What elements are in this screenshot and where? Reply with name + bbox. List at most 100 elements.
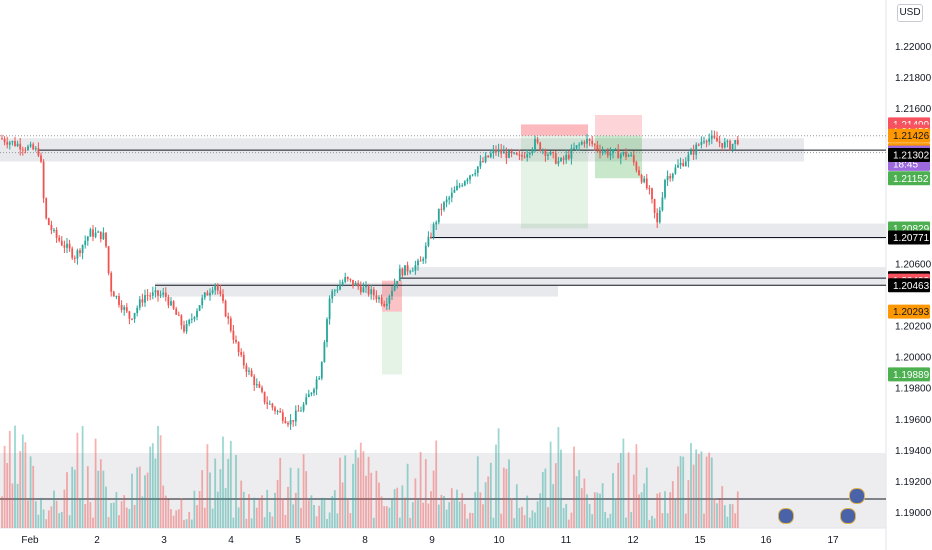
candle-body: [534, 139, 536, 150]
volume-bar: [27, 500, 29, 528]
candle-body: [541, 150, 544, 152]
candle-body: [1, 138, 3, 140]
economic-event-icons[interactable]: [840, 508, 856, 524]
candle-body: [341, 282, 344, 286]
candle-body: [102, 232, 105, 240]
volume-bar: [16, 483, 19, 528]
volume-bar: [125, 507, 128, 528]
volume-bar: [102, 470, 105, 528]
y-tick-label: 1.21800: [895, 73, 932, 84]
candle-body: [3, 138, 6, 143]
candle-body: [599, 149, 601, 153]
volume-bar: [664, 491, 666, 528]
volume-bar: [320, 497, 323, 528]
candle-body: [565, 154, 568, 160]
volume-bar: [136, 467, 139, 528]
candle-body: [292, 420, 295, 422]
volume-bar: [482, 504, 484, 528]
economic-event-icons[interactable]: [849, 488, 865, 504]
volume-bar: [253, 497, 256, 528]
candle-body: [198, 305, 201, 311]
candle-body: [625, 152, 627, 157]
volume-bar: [71, 466, 74, 528]
candle-body: [479, 161, 482, 167]
volume-bar: [346, 500, 349, 528]
candle-body: [586, 139, 588, 144]
volume-bar: [344, 455, 347, 528]
volume-bar: [76, 432, 79, 528]
volume-bar: [443, 496, 445, 528]
volume-bar: [190, 519, 193, 528]
candle-body: [627, 155, 630, 157]
candle-body: [731, 143, 734, 150]
candle-body: [11, 141, 14, 143]
volume-bar: [240, 480, 243, 528]
volume-bar: [521, 506, 523, 528]
event-icon[interactable]: [840, 508, 856, 524]
volume-bar: [248, 494, 250, 528]
volume-bar: [318, 505, 321, 528]
candle-body: [640, 175, 643, 183]
currency-label[interactable]: USD: [897, 4, 923, 22]
candle-body: [203, 292, 206, 298]
candle-body: [635, 162, 638, 171]
volume-bar: [414, 478, 417, 528]
volume-bar: [339, 457, 341, 528]
long-position-target: [382, 311, 402, 375]
volume-bar: [242, 491, 245, 528]
volume-bar: [214, 458, 217, 528]
candle-body: [73, 257, 76, 259]
volume-bar: [627, 452, 630, 528]
volume-bar: [497, 428, 500, 528]
candle-body: [86, 236, 89, 241]
candle-body: [456, 185, 458, 191]
volume-bar: [292, 504, 295, 528]
candle-body: [344, 277, 347, 283]
candle-body: [284, 420, 287, 424]
volume-bar: [422, 502, 425, 528]
price-badge-label: 1.20463: [893, 281, 930, 292]
volume-bar: [723, 505, 726, 528]
candle-body: [539, 142, 542, 151]
candle-body: [380, 297, 383, 304]
candle-body: [560, 158, 562, 162]
volume-bar: [50, 506, 53, 528]
volume-bar: [107, 517, 110, 528]
volume-bar: [669, 492, 672, 528]
candle-body: [190, 318, 193, 320]
volume-bar: [515, 484, 518, 528]
candle-body: [47, 218, 50, 225]
volume-bar: [365, 475, 367, 528]
volume-bar: [232, 517, 235, 528]
candle-body: [24, 149, 27, 151]
candle-body: [409, 271, 412, 273]
volume-bar: [450, 488, 453, 528]
volume-bar: [157, 425, 159, 528]
volume-bar: [229, 440, 232, 528]
candle-body: [713, 135, 716, 138]
volume-bar: [643, 483, 646, 528]
economic-event-icons[interactable]: [778, 508, 794, 524]
candle-body: [549, 151, 552, 155]
candle-body: [463, 181, 466, 186]
volume-bar: [651, 515, 653, 528]
volume-bar: [79, 498, 81, 528]
candle-body: [21, 149, 24, 151]
candle-body: [232, 330, 235, 340]
candle-body: [404, 265, 406, 276]
event-icon[interactable]: [849, 488, 865, 504]
candle-body: [422, 258, 425, 261]
volume-bar: [34, 501, 37, 528]
short-position-stop: [595, 114, 642, 136]
candle-body: [279, 410, 282, 413]
candle-body: [302, 404, 305, 411]
event-icon[interactable]: [778, 508, 794, 524]
candle-body: [370, 289, 373, 295]
volume-bar: [24, 442, 27, 528]
candle-body: [536, 139, 539, 143]
volume-bar: [112, 502, 115, 528]
volume-bar: [614, 498, 617, 528]
candle-body: [149, 295, 152, 297]
volume-bar: [154, 458, 157, 528]
